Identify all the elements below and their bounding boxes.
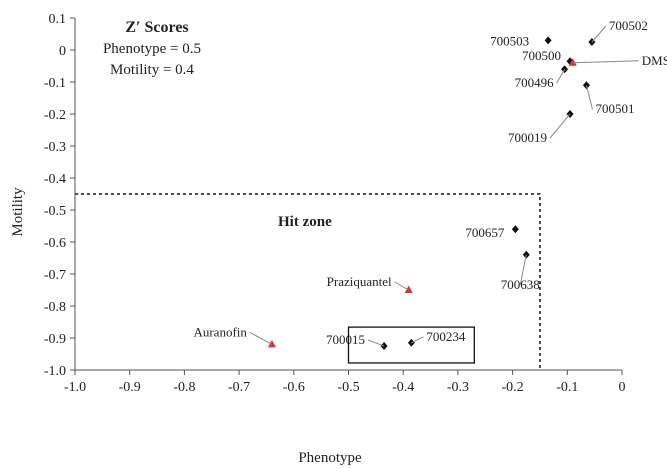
point-label: Auranofin <box>193 324 247 339</box>
x-tick-label: -0.4 <box>392 380 414 395</box>
point-marker <box>511 225 519 234</box>
x-tick-label: -0.9 <box>119 380 141 395</box>
point-marker <box>404 285 413 293</box>
y-tick-label: -0.3 <box>44 140 66 155</box>
label-leader-line <box>549 113 571 139</box>
y-tick-label: -0.8 <box>44 300 66 315</box>
y-tick-label: -0.7 <box>44 268 66 283</box>
highlight-box <box>347 326 475 364</box>
x-tick-label: -0.1 <box>556 380 578 395</box>
point-label: 700657 <box>465 225 505 240</box>
y-tick-label: -0.2 <box>44 108 66 123</box>
y-axis-title: Motility <box>10 187 26 237</box>
z-scores-motility: Motility = 0.4 <box>110 62 194 78</box>
point-label: 700638 <box>501 277 540 292</box>
axes-layer: -1.0 -0.9 -0.8 -0.7 -0.6 -0.5 -0.4 -0.3 -0.2 -0.1… <box>44 12 626 395</box>
hit-zone-layer <box>75 193 541 370</box>
point-marker <box>267 339 276 348</box>
x-tick-label: -0.6 <box>283 380 305 395</box>
y-tick-label: -0.9 <box>44 332 66 347</box>
point-label: 700496 <box>515 75 555 90</box>
point-marker <box>522 250 530 259</box>
label-leader-line <box>394 281 409 291</box>
point-label: 700501 <box>595 101 634 116</box>
point-label: 700503 <box>490 33 529 48</box>
y-tick-label: -1.0 <box>44 364 66 379</box>
x-tick-label: -0.7 <box>228 380 250 395</box>
x-tick-label: -0.2 <box>502 380 524 395</box>
x-tick-label: -1.0 <box>64 380 86 395</box>
label-leader-line <box>591 25 607 43</box>
label-leader-line <box>411 336 424 344</box>
hit-zone-label: Hit zone <box>278 214 332 230</box>
point-label: DMSO <box>642 53 667 68</box>
label-leader-line <box>367 339 385 347</box>
x-tick-label: -0.3 <box>447 380 469 395</box>
z-scores-phenotype: Phenotype = 0.5 <box>103 41 201 57</box>
point-label: 700019 <box>508 130 547 145</box>
point-label: Praziquantel <box>327 274 392 289</box>
highlight-box-layer <box>347 326 475 364</box>
x-tick-label: -0.8 <box>173 380 195 395</box>
point-labels-layer: 700503 700502 700500 DMSO 700496 700501 700019… <box>193 18 667 347</box>
z-scores-title: Z′ Scores <box>125 19 188 36</box>
point-label: 700234 <box>426 329 466 344</box>
label-leader-line <box>249 331 273 345</box>
label-leader-line <box>556 68 565 84</box>
label-leader-line <box>585 85 593 110</box>
z-scores-annotation: Z′ Scores Phenotype = 0.5 Motility = 0.4 <box>103 19 201 78</box>
point-marker <box>568 58 577 66</box>
y-tick-label: 0 <box>59 44 66 59</box>
x-axis-title: Phenotype <box>298 450 362 466</box>
hit-zone-boundary <box>75 193 541 370</box>
point-label: 700500 <box>522 48 561 63</box>
y-tick-label: -0.1 <box>44 76 66 91</box>
label-leader-line <box>572 60 639 64</box>
x-tick-label: 0 <box>619 380 626 395</box>
y-tick-label: -0.4 <box>44 172 66 187</box>
point-marker <box>544 36 552 45</box>
point-label: 700015 <box>326 332 365 347</box>
point-label: 700502 <box>609 18 648 33</box>
x-tick-label: -0.5 <box>337 380 359 395</box>
y-tick-label: 0.1 <box>49 12 67 27</box>
y-tick-label: -0.5 <box>44 204 66 219</box>
y-tick-label: -0.6 <box>44 236 66 251</box>
label-leader-line <box>519 254 527 285</box>
